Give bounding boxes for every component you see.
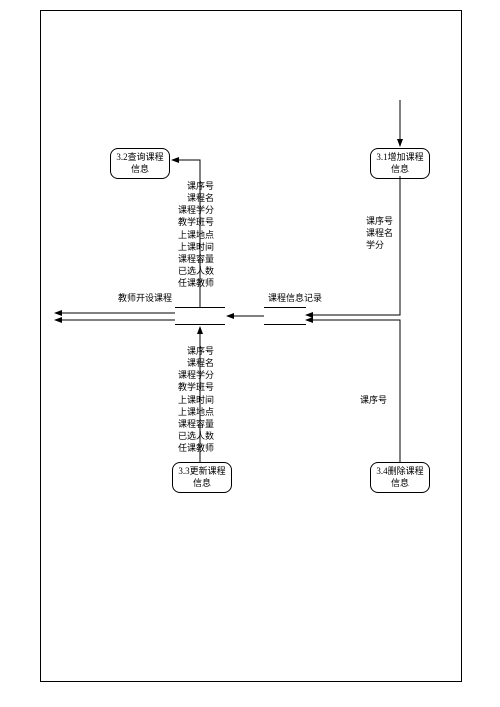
datastore-left <box>175 307 225 325</box>
labels-bottom-stack: 课序号 课程名 课程学分 教学班号 上课时间 上课地点 课程容量 已选人数 任课… <box>178 345 214 454</box>
label-course-record: 课程信息记录 <box>268 291 322 304</box>
node-label: 信息 <box>175 478 229 490</box>
node-3-3-update-course: 3.3更新课程 信息 <box>172 462 232 493</box>
node-label: 3.4删除课程 <box>373 466 427 478</box>
node-label: 信息 <box>373 478 427 490</box>
label-course-seq: 课序号 <box>360 393 387 406</box>
datastore-right <box>264 307 306 325</box>
node-label: 信息 <box>373 164 427 176</box>
labels-top-stack: 课序号 课程名 课程学分 教学班号 上课地点 上课时间 课程容量 已选人数 任课… <box>178 180 214 289</box>
label-teacher-offer: 教师开设课程 <box>118 291 172 304</box>
page-border <box>40 10 462 682</box>
labels-right-stack: 课序号 课程名 学分 <box>366 215 393 251</box>
node-3-1-add-course: 3.1增加课程 信息 <box>370 148 430 179</box>
node-label: 3.2查询课程 <box>113 152 167 164</box>
node-3-2-query-course: 3.2查询课程 信息 <box>110 148 170 179</box>
node-label: 3.1增加课程 <box>373 152 427 164</box>
node-label: 信息 <box>113 164 167 176</box>
node-3-4-delete-course: 3.4删除课程 信息 <box>370 462 430 493</box>
node-label: 3.3更新课程 <box>175 466 229 478</box>
